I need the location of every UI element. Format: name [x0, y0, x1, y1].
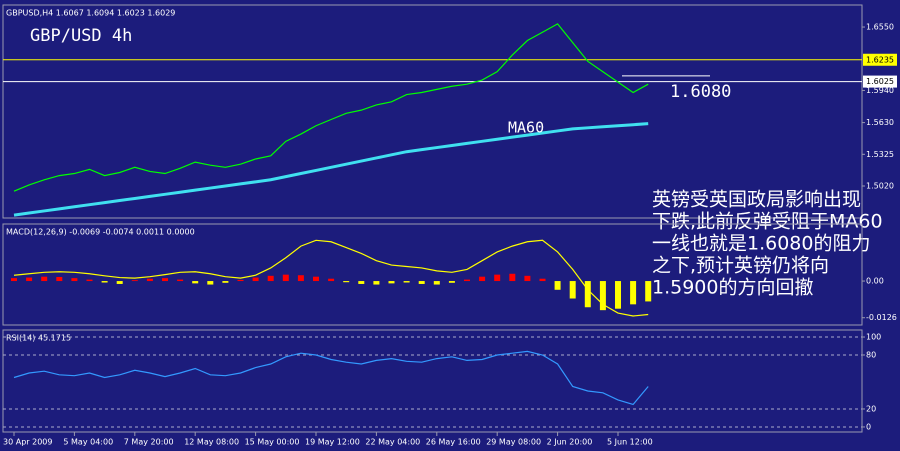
histogram-bar: [343, 281, 350, 283]
histogram-bar: [524, 275, 531, 282]
histogram-bar: [630, 281, 637, 305]
y-tick-label: -0.0126: [866, 313, 897, 322]
histogram-bar: [313, 276, 319, 282]
histogram-bar: [615, 281, 621, 309]
series-line: [13, 239, 649, 317]
price-level-box: [863, 53, 897, 66]
x-tick-label: 26 May 16:00: [426, 438, 481, 447]
histogram-bar: [433, 281, 440, 285]
annotation-text: 之下,预计英镑仍将向: [652, 255, 829, 277]
series-line: [13, 350, 649, 406]
histogram-bar: [26, 277, 33, 282]
x-tick-label: 7 May 20:00: [124, 438, 174, 447]
x-tick-label: 12 May 08:00: [184, 438, 239, 447]
chart-title: GBP/USD 4h: [30, 26, 132, 46]
histogram-bar: [222, 281, 229, 283]
histogram-bar: [207, 281, 214, 285]
histogram-bar: [569, 281, 576, 299]
price-level-label: 1.6025: [866, 77, 894, 86]
panel-border: [2, 223, 863, 326]
histogram-bar: [162, 278, 168, 282]
histogram-bar: [448, 281, 455, 283]
x-tick-label: 2 Jun 20:00: [547, 438, 593, 447]
panel-header: GBPUSD,H4 1.6067 1.6094 1.6023 1.6029: [6, 9, 175, 18]
annotation-text: 下跌,此前反弹受阻于MA60: [652, 211, 883, 233]
histogram-bar: [645, 281, 652, 302]
histogram-bar: [71, 278, 78, 282]
histogram-bar: [479, 276, 486, 282]
x-tick-label: 29 May 08:00: [486, 438, 541, 447]
y-tick-label: 1.6550: [866, 23, 894, 32]
histogram-bar: [282, 274, 289, 282]
histogram-bar: [494, 274, 501, 282]
annotation-text: 一线也就是1.6080的阻力: [652, 233, 870, 255]
histogram-bar: [177, 279, 184, 282]
histogram-bar: [358, 281, 365, 284]
y-tick-label: 1.5325: [866, 150, 894, 159]
histogram-bar: [131, 280, 138, 282]
y-tick-label: 1.5630: [866, 118, 894, 127]
price-level-label: 1.6235: [866, 55, 894, 64]
annotation-text: 英镑受英国政局影响出现: [652, 189, 861, 211]
histogram-bar: [41, 276, 48, 282]
x-tick-label: 5 Jun 12:00: [607, 438, 653, 447]
x-tick-label: 22 May 04:00: [365, 438, 420, 447]
y-tick-label: 100: [866, 333, 881, 342]
panel-header: RSI(14) 45.1715: [6, 334, 71, 343]
histogram-bar: [418, 281, 425, 284]
y-tick-label: 0.00: [866, 277, 884, 286]
x-tick-label: 19 May 12:00: [305, 438, 360, 447]
y-tick-label: 80: [866, 351, 876, 360]
x-tick-label: 15 May 00:00: [245, 438, 300, 447]
histogram-bar: [146, 278, 153, 282]
y-tick-label: 20: [866, 404, 876, 413]
level-label: 1.6080: [670, 82, 731, 102]
y-tick-label: 1.5020: [866, 181, 894, 190]
x-tick-label: 30 Apr 2009: [3, 438, 52, 447]
histogram-bar: [403, 281, 410, 283]
histogram-bar: [101, 281, 108, 283]
histogram-bar: [116, 281, 123, 284]
y-tick-label: 1.5940: [866, 86, 894, 95]
histogram-bar: [328, 278, 335, 282]
histogram-bar: [373, 281, 380, 285]
y-tick-label: 0: [866, 422, 871, 431]
histogram-bar: [464, 279, 470, 282]
histogram-bar: [237, 279, 244, 282]
histogram-bar: [388, 281, 395, 284]
panel-header: MACD(12,26,9) -0.0069 -0.0074 0.0011 0.0…: [6, 228, 195, 237]
series-label: MA60: [508, 119, 544, 137]
histogram-bar: [509, 273, 516, 282]
histogram-bar: [297, 275, 304, 282]
annotation-text: 1.5900的方向回撤: [652, 277, 813, 299]
price-level-box: [863, 75, 897, 88]
histogram-bar: [11, 278, 17, 282]
series-line: [13, 23, 649, 192]
panel-border: [2, 329, 863, 433]
histogram-bar: [252, 277, 259, 282]
histogram-bar: [192, 281, 199, 284]
histogram-bar: [554, 281, 561, 290]
histogram-bar: [539, 278, 546, 282]
panel-border: [2, 4, 863, 219]
histogram-bar: [599, 281, 606, 311]
histogram-bar: [86, 279, 93, 282]
histogram-bar: [267, 275, 274, 282]
x-tick-label: 5 May 04:00: [63, 438, 113, 447]
series-line: [13, 122, 649, 217]
histogram-bar: [584, 281, 591, 308]
histogram-bar: [56, 276, 63, 282]
